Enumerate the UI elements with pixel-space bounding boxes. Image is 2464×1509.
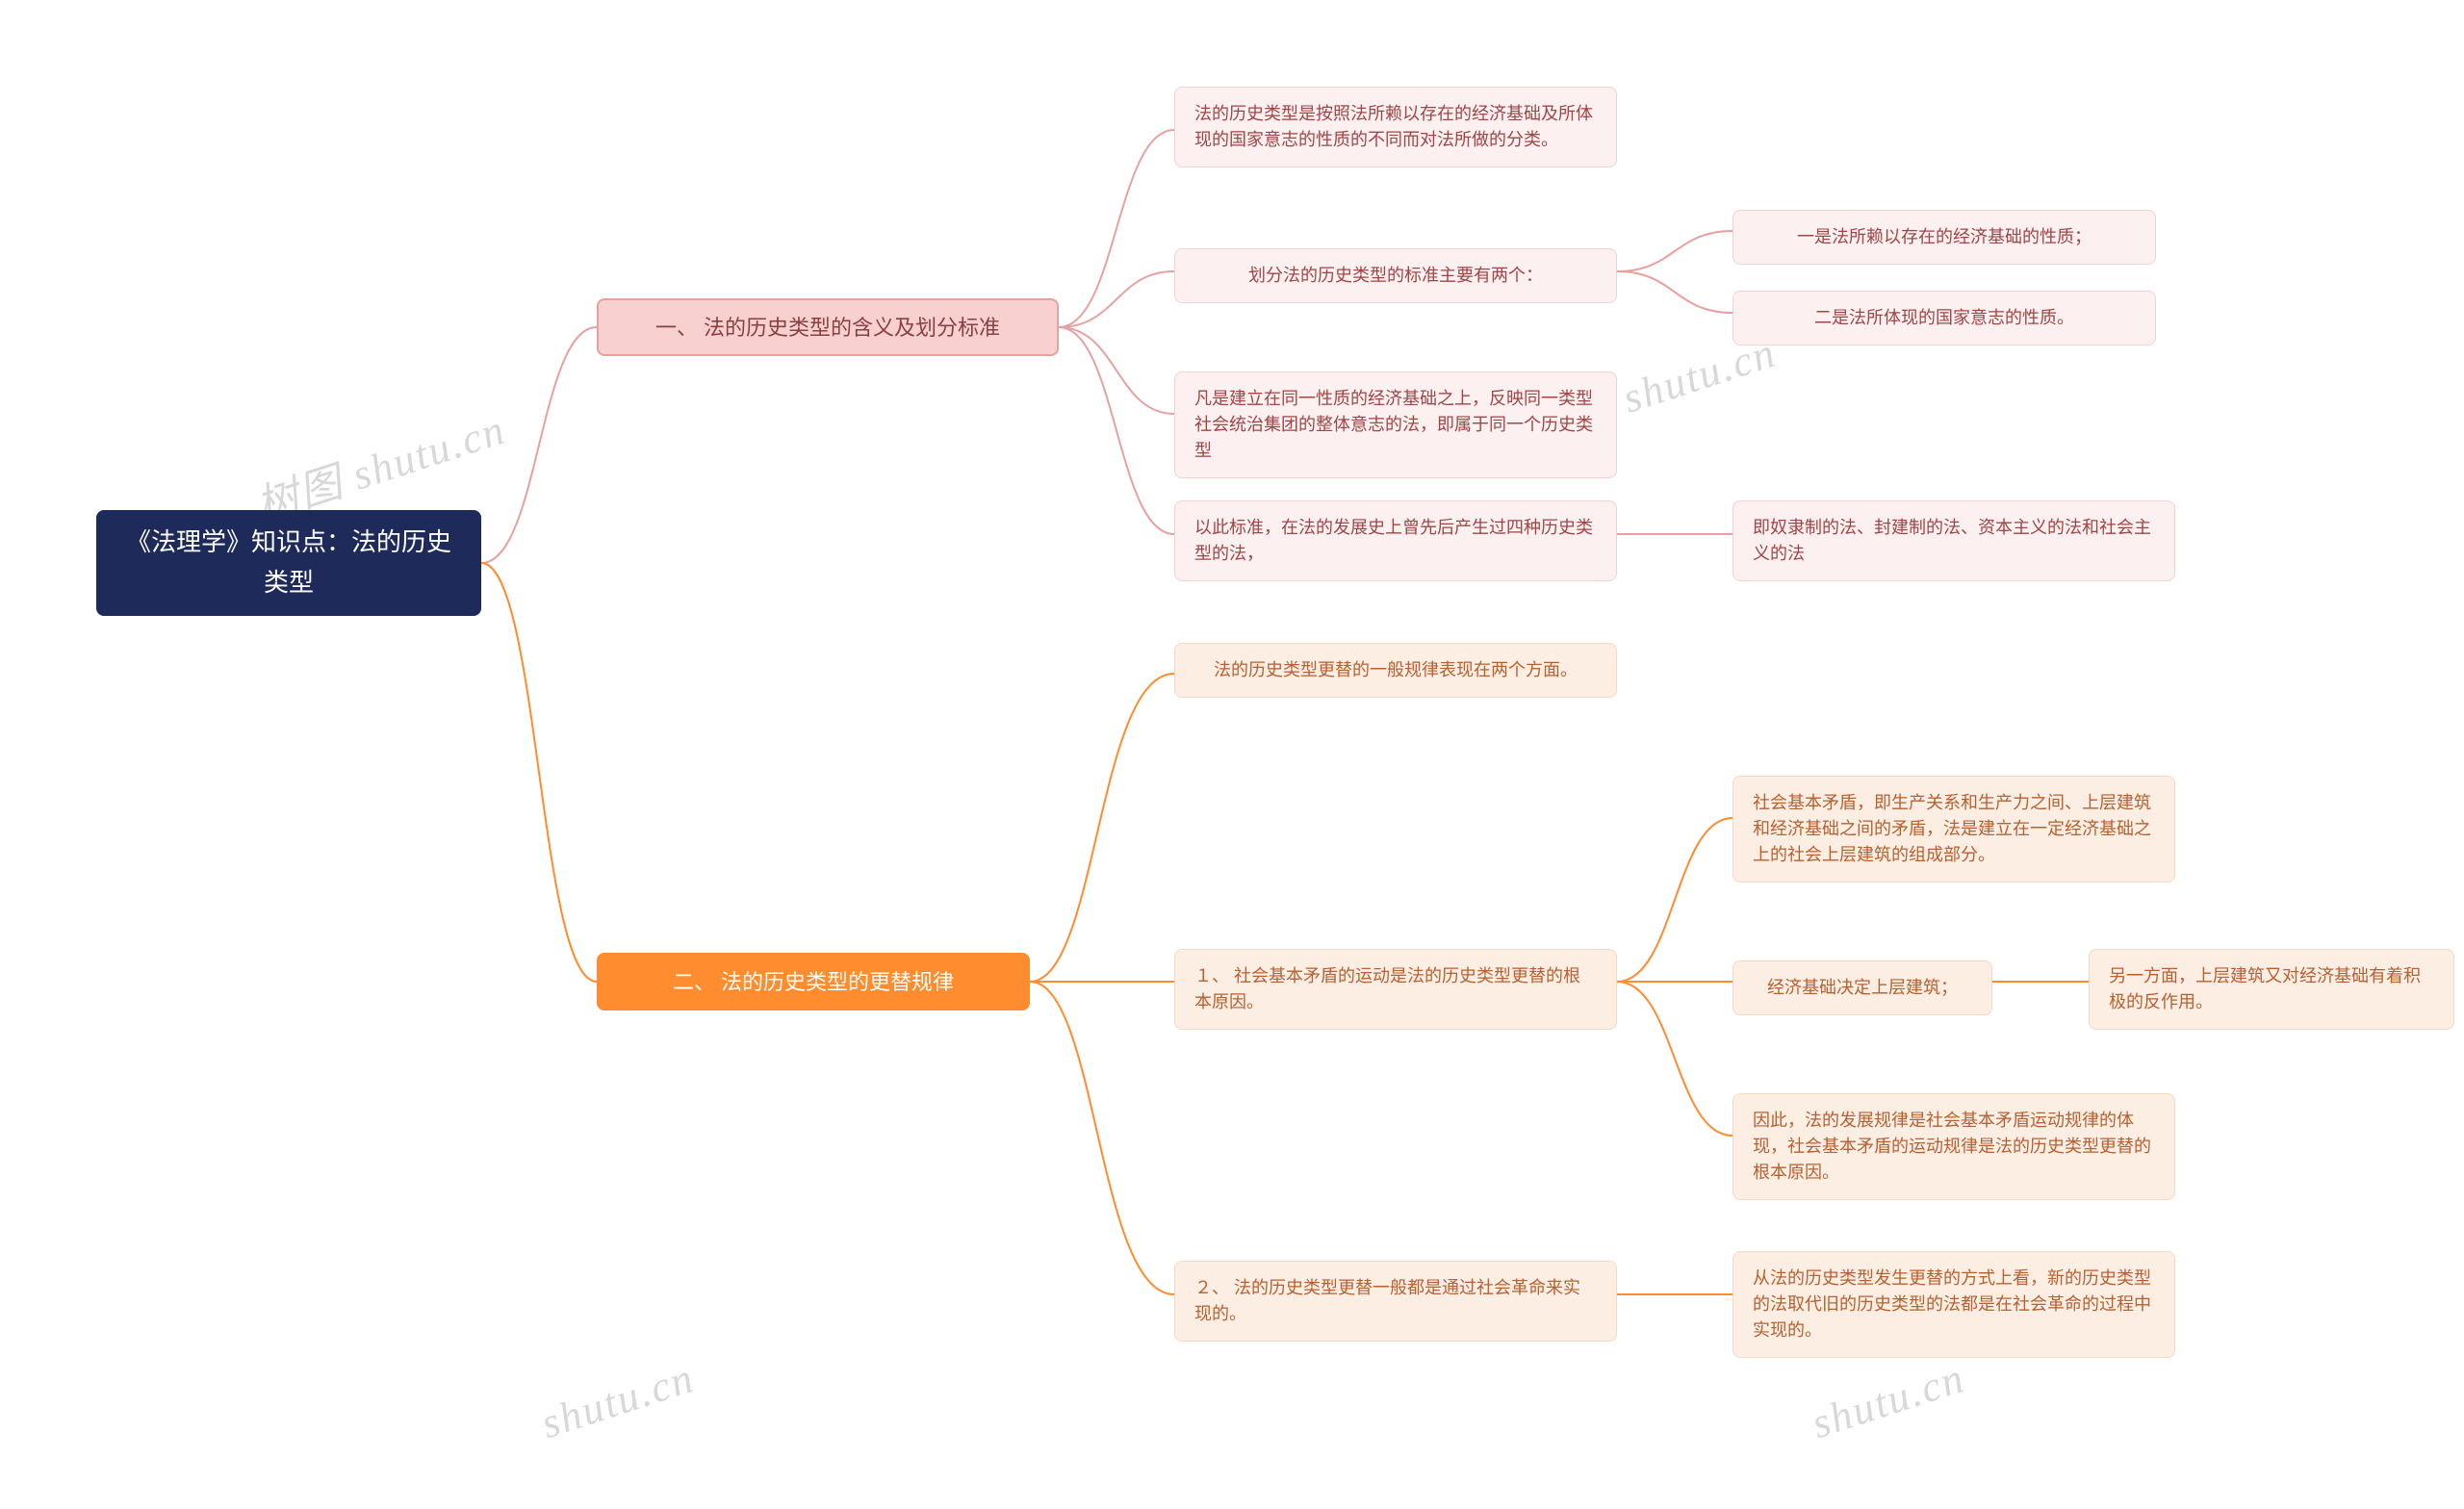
branch1-child-1-1[interactable]: 二是法所体现的国家意志的性质。 [1732,291,2156,345]
branch1-child-1-0[interactable]: 一是法所赖以存在的经济基础的性质； [1732,210,2156,265]
branch2-child-0[interactable]: 法的历史类型更替的一般规律表现在两个方面。 [1174,643,1617,698]
branch2-child-1-1[interactable]: 经济基础决定上层建筑； [1732,960,1992,1015]
watermark: shutu.cn [535,1353,701,1448]
branch1-child-3-0[interactable]: 即奴隶制的法、封建制的法、资本主义的法和社会主义的法 [1732,500,2175,581]
branch1-child-3[interactable]: 以此标准，在法的发展史上曾先后产生过四种历史类型的法， [1174,500,1617,581]
branch2-child-1-0[interactable]: 社会基本矛盾，即生产关系和生产力之间、上层建筑和经济基础之间的矛盾，法是建立在一… [1732,776,2175,882]
branch1-child-1[interactable]: 划分法的历史类型的标准主要有两个： [1174,248,1617,303]
root-node[interactable]: 《法理学》知识点：法的历史类型 [96,510,481,616]
branch1-node[interactable]: 一、 法的历史类型的含义及划分标准 [597,298,1059,356]
branch2-child-1-1-0[interactable]: 另一方面，上层建筑又对经济基础有着积极的反作用。 [2089,949,2454,1030]
branch2-child-1-2[interactable]: 因此，法的发展规律是社会基本矛盾运动规律的体现，社会基本矛盾的运动规律是法的历史… [1732,1093,2175,1200]
branch1-child-2[interactable]: 凡是建立在同一性质的经济基础之上，反映同一类型社会统治集团的整体意志的法，即属于… [1174,371,1617,478]
branch2-child-1[interactable]: １、 社会基本矛盾的运动是法的历史类型更替的根本原因。 [1174,949,1617,1030]
branch2-child-2[interactable]: ２、 法的历史类型更替一般都是通过社会革命来实现的。 [1174,1261,1617,1342]
branch2-node[interactable]: 二、 法的历史类型的更替规律 [597,953,1030,1010]
watermark: shutu.cn [1806,1353,1971,1448]
branch1-child-0[interactable]: 法的历史类型是按照法所赖以存在的经济基础及所体现的国家意志的性质的不同而对法所做… [1174,87,1617,167]
branch2-child-2-0[interactable]: 从法的历史类型发生更替的方式上看，新的历史类型的法取代旧的历史类型的法都是在社会… [1732,1251,2175,1358]
